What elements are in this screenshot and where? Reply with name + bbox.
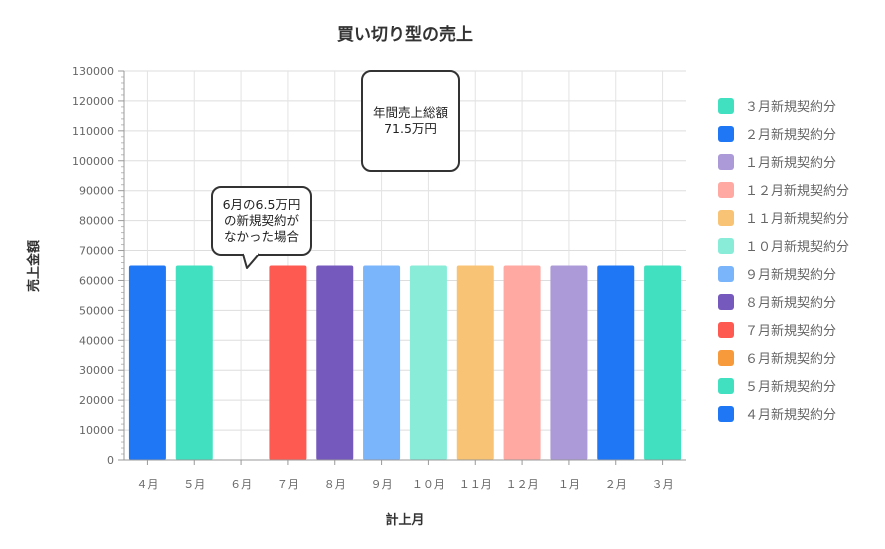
chart-title: 買い切り型の売上 — [337, 24, 473, 45]
legend-label: ７月新規契約分 — [745, 323, 836, 339]
bar — [363, 265, 401, 460]
annual-total-callout: 年間売上総額 71.5万円 — [361, 70, 460, 172]
annual-total-text: 年間売上総額 71.5万円 — [372, 105, 448, 136]
y-tick-label: 80000 — [79, 215, 114, 228]
legend-label: ２月新規契約分 — [745, 127, 836, 143]
legend: ３月新規契約分 ２月新規契約分 １月新規契約分 １２月新規契約分 １１月新規契約分 １０月… — [718, 98, 849, 423]
y-tick-label: 70000 — [79, 245, 114, 258]
x-tick-label: ６月 — [230, 478, 252, 491]
y-tick-label: 120000 — [72, 95, 114, 108]
legend-label: １２月新規契約分 — [745, 183, 849, 199]
y-tick-label: 60000 — [79, 274, 114, 287]
bars — [128, 265, 682, 460]
y-tick-label: 90000 — [79, 185, 114, 198]
legend-swatch — [718, 210, 734, 226]
bar — [597, 265, 635, 460]
legend-label: ５月新規契約分 — [745, 379, 836, 395]
bar — [269, 265, 307, 460]
x-tick-label: ５月 — [183, 478, 205, 491]
x-tick-label: ９月 — [371, 478, 393, 491]
legend-swatch — [718, 154, 734, 170]
bar — [128, 265, 166, 460]
june-callout-pointer — [242, 252, 260, 269]
x-tick-label: ７月 — [277, 478, 299, 491]
x-axis-title: 計上月 — [385, 512, 424, 528]
bar — [644, 265, 682, 460]
legend-swatch — [718, 294, 734, 310]
legend-label: ８月新規契約分 — [745, 295, 836, 311]
legend-swatch — [718, 378, 734, 394]
june-callout: 6月の6.5万円 の新規契約が なかった場合 — [211, 186, 312, 256]
y-tick-label: 40000 — [79, 334, 114, 347]
y-tick-label: 50000 — [79, 304, 114, 317]
june-callout-text: 6月の6.5万円 の新規契約が なかった場合 — [222, 197, 301, 244]
bar — [175, 265, 213, 460]
legend-label: １０月新規契約分 — [745, 239, 849, 255]
x-tick-label: ４月 — [136, 478, 158, 491]
legend-swatch — [718, 350, 734, 366]
y-tick-label: 10000 — [79, 424, 114, 437]
x-tick-label: ８月 — [324, 478, 346, 491]
bar — [503, 265, 541, 460]
y-tick-label: 0 — [107, 454, 114, 467]
legend-label: ４月新規契約分 — [745, 407, 836, 423]
legend-label: ３月新規契約分 — [745, 99, 836, 115]
x-tick-label: １１月 — [459, 478, 492, 491]
x-tick-label: １月 — [558, 478, 580, 491]
x-tick-labels: ４月 ５月 ６月 ７月 ８月 ９月 １０月 １１月 １２月 １月 ２月 ３月 — [136, 478, 673, 491]
bar — [456, 265, 494, 460]
y-axis-title: 売上金額 — [26, 240, 42, 292]
bar — [550, 265, 588, 460]
legend-label: １月新規契約分 — [745, 155, 836, 171]
axes — [123, 71, 686, 465]
legend-swatch — [718, 126, 734, 142]
y-tick-labels: 0 10000 20000 30000 40000 50000 60000 70000 8000… — [72, 65, 114, 467]
legend-swatch — [718, 322, 734, 338]
x-tick-label: １０月 — [412, 478, 445, 491]
y-tick-label: 100000 — [72, 155, 114, 168]
y-minor-ticks — [118, 70, 124, 461]
x-tick-label: ２月 — [605, 478, 627, 491]
legend-label: １１月新規契約分 — [745, 211, 849, 227]
x-tick-label: ３月 — [652, 478, 674, 491]
bar — [316, 265, 354, 460]
legend-swatch — [718, 266, 734, 282]
y-tick-label: 30000 — [79, 364, 114, 377]
y-tick-label: 20000 — [79, 394, 114, 407]
legend-swatch — [718, 406, 734, 422]
y-tick-label: 130000 — [72, 65, 114, 78]
legend-swatch — [718, 182, 734, 198]
legend-label: ６月新規契約分 — [745, 351, 836, 367]
bar — [409, 265, 447, 460]
legend-swatch — [718, 98, 734, 114]
legend-swatch — [718, 238, 734, 254]
y-tick-label: 110000 — [72, 125, 114, 138]
legend-label: ９月新規契約分 — [745, 267, 836, 283]
x-tick-label: １２月 — [506, 478, 539, 491]
